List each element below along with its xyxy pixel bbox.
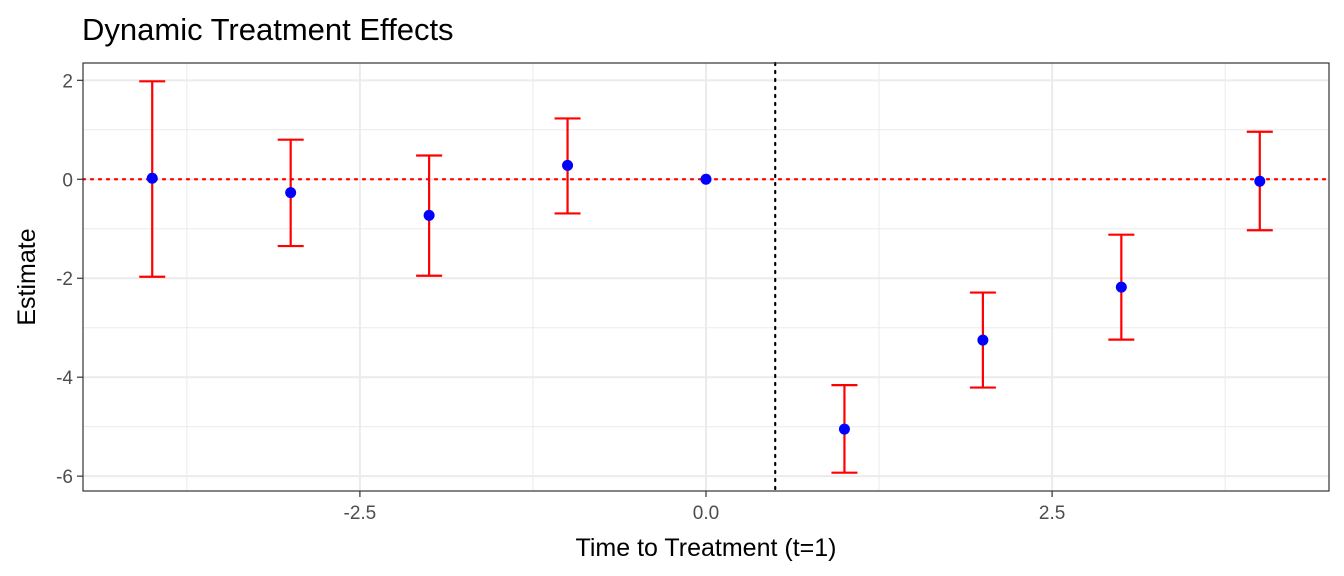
x-axis-title: Time to Treatment (t=1) [576,534,837,562]
y-axis-ticks: -6 -4 -2 0 2 [56,71,83,488]
y-axis-title: Estimate [13,228,41,325]
grid [83,63,1329,491]
data-point [1115,281,1127,293]
data-point [562,159,574,171]
y-tick-label: 2 [62,71,73,92]
y-tick-label: -2 [56,269,73,290]
x-axis-ticks: -2.5 0.0 2.5 [344,491,1065,524]
x-tick-label: -2.5 [344,503,377,524]
y-tick-label: 0 [62,170,73,191]
data-point [700,173,712,185]
data-point [423,209,435,221]
x-tick-label: 0.0 [693,503,719,524]
data-point [838,423,850,435]
y-tick-label: -4 [56,368,73,389]
data-point [977,334,989,346]
data-point [146,172,158,184]
data-point [285,187,297,199]
y-tick-label: -6 [56,467,73,488]
chart-title: Dynamic Treatment Effects [82,12,454,47]
points [146,159,1266,435]
x-tick-label: 2.5 [1039,503,1065,524]
data-point [1254,175,1266,187]
